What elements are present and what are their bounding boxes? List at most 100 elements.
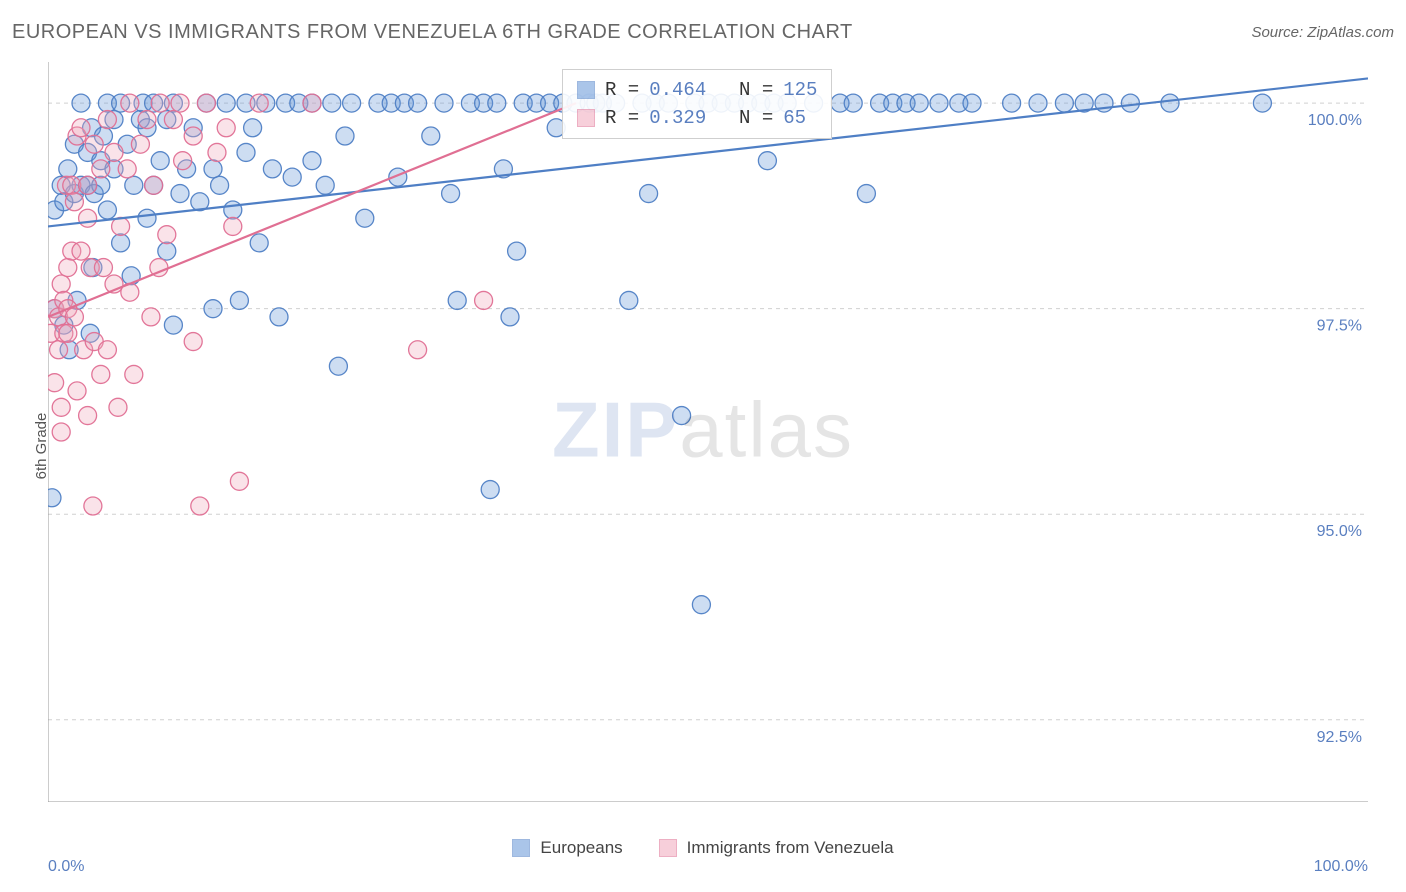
y-tick-label: 95.0% xyxy=(1317,523,1362,540)
point-venezuela xyxy=(250,94,268,112)
x-max-label: 100.0% xyxy=(1314,858,1368,876)
stats-r-venezuela: 0.329 xyxy=(649,104,706,132)
legend-swatch-europeans xyxy=(512,839,530,857)
point-europeans xyxy=(98,201,116,219)
point-europeans xyxy=(1055,94,1073,112)
point-venezuela xyxy=(68,382,86,400)
y-tick-label: 100.0% xyxy=(1308,112,1362,129)
point-europeans xyxy=(758,152,776,170)
y-tick-label: 92.5% xyxy=(1317,729,1362,746)
point-venezuela xyxy=(230,472,248,490)
point-europeans xyxy=(963,94,981,112)
legend-swatch-venezuela xyxy=(659,839,677,857)
point-europeans xyxy=(164,316,182,334)
point-venezuela xyxy=(85,135,103,153)
point-europeans xyxy=(409,94,427,112)
point-europeans xyxy=(1029,94,1047,112)
point-europeans xyxy=(112,234,130,252)
point-venezuela xyxy=(65,193,83,211)
point-venezuela xyxy=(112,217,130,235)
point-venezuela xyxy=(224,217,242,235)
legend-label-venezuela: Immigrants from Venezuela xyxy=(687,838,894,858)
point-europeans xyxy=(263,160,281,178)
point-europeans xyxy=(692,596,710,614)
point-venezuela xyxy=(184,127,202,145)
point-europeans xyxy=(640,185,658,203)
chart-container: EUROPEAN VS IMMIGRANTS FROM VENEZUELA 6T… xyxy=(0,0,1406,892)
point-venezuela xyxy=(109,398,127,416)
point-venezuela xyxy=(174,152,192,170)
legend-item-venezuela: Immigrants from Venezuela xyxy=(659,838,894,858)
source-label: Source: ZipAtlas.com xyxy=(1251,24,1394,41)
point-venezuela xyxy=(118,160,136,178)
point-venezuela xyxy=(79,407,97,425)
point-europeans xyxy=(930,94,948,112)
point-europeans xyxy=(250,234,268,252)
point-venezuela xyxy=(72,242,90,260)
point-venezuela xyxy=(142,308,160,326)
point-europeans xyxy=(1121,94,1139,112)
point-europeans xyxy=(844,94,862,112)
point-venezuela xyxy=(94,259,112,277)
point-venezuela xyxy=(59,324,77,342)
point-europeans xyxy=(1161,94,1179,112)
point-europeans xyxy=(204,160,222,178)
point-europeans xyxy=(501,308,519,326)
point-venezuela xyxy=(125,365,143,383)
point-venezuela xyxy=(303,94,321,112)
point-europeans xyxy=(422,127,440,145)
point-europeans xyxy=(1253,94,1271,112)
point-venezuela xyxy=(138,111,156,129)
point-europeans xyxy=(343,94,361,112)
chart-title: EUROPEAN VS IMMIGRANTS FROM VENEZUELA 6T… xyxy=(12,21,853,44)
point-venezuela xyxy=(145,176,163,194)
point-venezuela xyxy=(158,226,176,244)
point-europeans xyxy=(224,201,242,219)
point-europeans xyxy=(910,94,928,112)
stats-r-label: R = xyxy=(605,104,639,132)
point-venezuela xyxy=(217,119,235,137)
point-venezuela xyxy=(131,135,149,153)
legend-label-europeans: Europeans xyxy=(540,838,622,858)
point-venezuela xyxy=(52,275,70,293)
point-europeans xyxy=(59,160,77,178)
point-europeans xyxy=(673,407,691,425)
point-europeans xyxy=(508,242,526,260)
point-europeans xyxy=(1003,94,1021,112)
series-europeans xyxy=(48,94,1271,614)
point-venezuela xyxy=(52,398,70,416)
point-venezuela xyxy=(50,341,68,359)
point-venezuela xyxy=(98,341,116,359)
point-venezuela xyxy=(208,143,226,161)
series-venezuela xyxy=(48,94,493,515)
point-europeans xyxy=(230,291,248,309)
stats-r-label: R = xyxy=(605,76,639,104)
point-venezuela xyxy=(164,111,182,129)
point-europeans xyxy=(435,94,453,112)
x-min-label: 0.0% xyxy=(48,858,84,876)
stats-row-europeans: R = 0.464 N = 125 xyxy=(577,76,817,104)
stats-n-label: N = xyxy=(716,104,773,132)
stats-swatch-venezuela xyxy=(577,109,595,127)
stats-n-venezuela: 65 xyxy=(783,104,806,132)
stats-swatch-europeans xyxy=(577,81,595,99)
point-europeans xyxy=(323,94,341,112)
point-venezuela xyxy=(52,423,70,441)
stats-row-venezuela: R = 0.329 N = 65 xyxy=(577,104,817,132)
point-europeans xyxy=(270,308,288,326)
plot-area: 92.5%95.0%97.5%100.0% xyxy=(48,62,1368,802)
point-venezuela xyxy=(72,119,90,137)
point-venezuela xyxy=(171,94,189,112)
point-europeans xyxy=(48,489,61,507)
stats-n-europeans: 125 xyxy=(783,76,817,104)
legend: Europeans Immigrants from Venezuela xyxy=(0,838,1406,858)
point-europeans xyxy=(620,291,638,309)
stats-n-label: N = xyxy=(716,76,773,104)
point-venezuela xyxy=(48,374,64,392)
point-europeans xyxy=(857,185,875,203)
point-venezuela xyxy=(105,143,123,161)
point-europeans xyxy=(72,94,90,112)
point-europeans xyxy=(303,152,321,170)
point-venezuela xyxy=(475,291,493,309)
point-venezuela xyxy=(197,94,215,112)
